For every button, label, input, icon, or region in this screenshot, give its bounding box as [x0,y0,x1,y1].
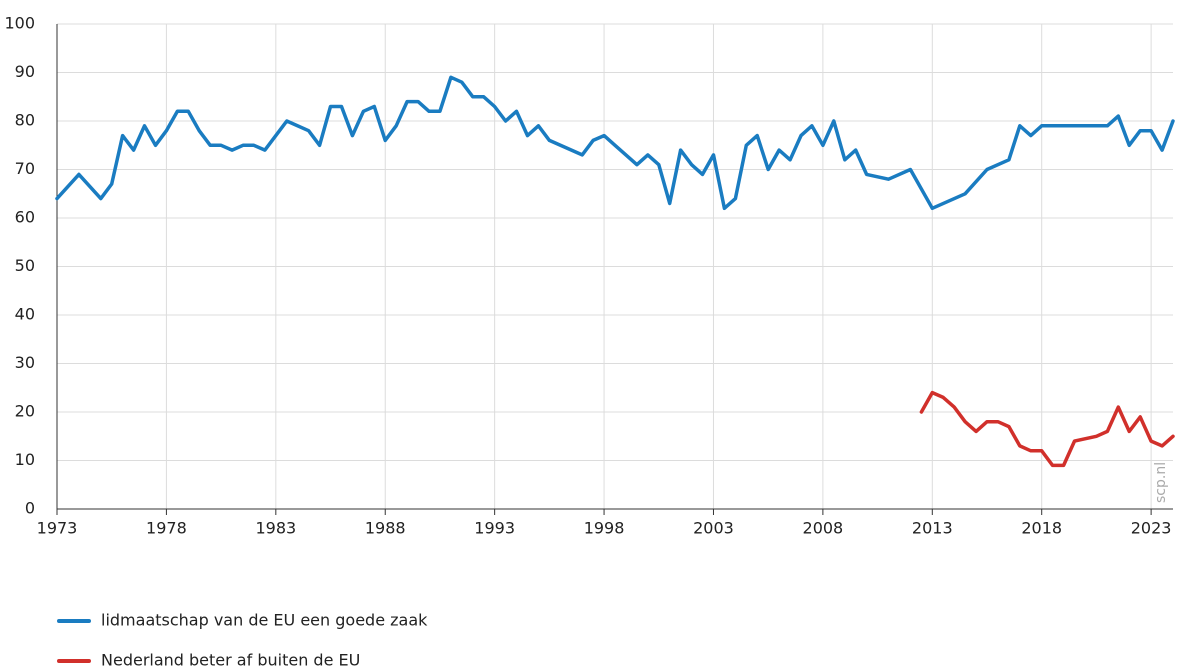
legend-label: lidmaatschap van de EU een goede zaak [101,611,428,630]
data-line [55,75,1175,211]
x-tick-label: 1983 [255,519,296,538]
x-tick-label: 1973 [37,519,78,538]
y-tick-label: 70 [15,159,35,178]
x-tick-label: 1998 [584,519,625,538]
legend-label: Nederland beter af buiten de EU [101,651,360,666]
x-tick-label: 1988 [365,519,406,538]
data-line [919,390,1175,468]
y-tick-label: 30 [15,353,35,372]
y-tick-label: 10 [15,450,35,469]
y-tick-label: 100 [4,14,35,33]
y-tick-label: 90 [15,62,35,81]
watermark: scp.nl [1153,462,1169,503]
x-tick-label: 2023 [1131,519,1172,538]
x-tick-label: 2013 [912,519,953,538]
y-tick-label: 50 [15,256,35,275]
x-tick-label: 1978 [146,519,187,538]
y-tick-label: 80 [15,111,35,130]
y-tick-label: 0 [25,499,35,518]
y-tick-label: 60 [15,208,35,227]
x-tick-label: 2008 [803,519,844,538]
y-tick-label: 40 [15,305,35,324]
y-tick-label: 20 [15,402,35,421]
x-tick-label: 2018 [1021,519,1062,538]
x-tick-label: 1993 [474,519,515,538]
x-tick-label: 2003 [693,519,734,538]
